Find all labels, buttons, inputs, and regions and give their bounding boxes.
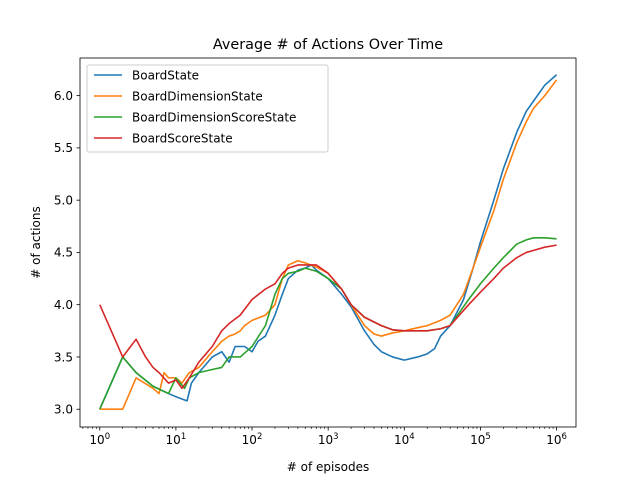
y-axis-label: # of actions bbox=[29, 206, 43, 278]
x-axis-label: # of episodes bbox=[287, 460, 369, 474]
series-line-4 bbox=[99, 244, 557, 390]
legend-box bbox=[86, 64, 329, 153]
x-axis: 100 101 102 103 104 105 106 bbox=[82, 427, 567, 447]
legend-label: BoardDimensionState bbox=[132, 89, 263, 103]
chart-title: Average # of Actions Over Time bbox=[213, 37, 443, 53]
legend: BoardState BoardDimensionState BoardDimens… bbox=[86, 64, 329, 153]
x-tick-label: 106 bbox=[546, 432, 567, 447]
y-tick-label: 3.0 bbox=[54, 403, 73, 417]
legend-label: BoardScoreState bbox=[132, 131, 233, 145]
x-tick-label: 102 bbox=[242, 432, 263, 447]
x-tick-label: 101 bbox=[166, 432, 187, 447]
x-tick-label: 104 bbox=[394, 432, 415, 447]
x-tick-label: 103 bbox=[318, 432, 339, 447]
y-axis: 3.0 3.5 4.0 4.5 5.0 5.5 6.0 bbox=[54, 89, 80, 417]
series-line-2 bbox=[99, 79, 558, 411]
x-tick-label: 105 bbox=[470, 432, 491, 447]
plot-area bbox=[99, 74, 558, 411]
legend-label: BoardDimensionScoreState bbox=[132, 110, 296, 124]
legend-label: BoardState bbox=[132, 68, 199, 82]
y-tick-label: 6.0 bbox=[54, 89, 73, 103]
y-tick-label: 4.0 bbox=[54, 298, 73, 312]
y-tick-label: 3.5 bbox=[54, 350, 73, 364]
y-tick-label: 5.5 bbox=[54, 141, 73, 155]
y-tick-label: 5.0 bbox=[54, 193, 73, 207]
y-tick-label: 4.5 bbox=[54, 246, 73, 260]
x-tick-label: 100 bbox=[89, 432, 110, 447]
